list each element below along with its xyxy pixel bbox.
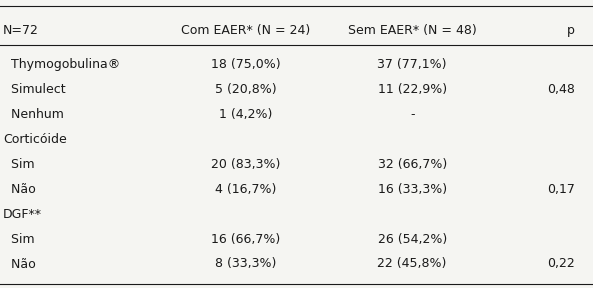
Text: 20 (83,3%): 20 (83,3%) (212, 158, 280, 171)
Text: Sem EAER* (N = 48): Sem EAER* (N = 48) (347, 24, 477, 37)
Text: 16 (33,3%): 16 (33,3%) (378, 183, 447, 196)
Text: 0,48: 0,48 (547, 83, 575, 96)
Text: Com EAER* (N = 24): Com EAER* (N = 24) (181, 24, 311, 37)
Text: 18 (75,0%): 18 (75,0%) (211, 58, 281, 71)
Text: Não: Não (3, 257, 36, 270)
Text: DGF**: DGF** (3, 208, 42, 221)
Text: 0,22: 0,22 (547, 257, 575, 270)
Text: Corticóide: Corticóide (3, 133, 67, 146)
Text: Não: Não (3, 183, 36, 196)
Text: 0,17: 0,17 (547, 183, 575, 196)
Text: 26 (54,2%): 26 (54,2%) (378, 232, 447, 246)
Text: 37 (77,1%): 37 (77,1%) (377, 58, 447, 71)
Text: Simulect: Simulect (3, 83, 66, 96)
Text: Sim: Sim (3, 232, 34, 246)
Text: Thymogobulina®: Thymogobulina® (3, 58, 120, 71)
Text: p: p (568, 24, 575, 37)
Text: 11 (22,9%): 11 (22,9%) (378, 83, 447, 96)
Text: 4 (16,7%): 4 (16,7%) (215, 183, 277, 196)
Text: 5 (20,8%): 5 (20,8%) (215, 83, 277, 96)
Text: N=72: N=72 (3, 24, 39, 37)
Text: Sim: Sim (3, 158, 34, 171)
Text: 32 (66,7%): 32 (66,7%) (378, 158, 447, 171)
Text: 22 (45,8%): 22 (45,8%) (378, 257, 447, 270)
Text: -: - (410, 108, 415, 121)
Text: 16 (66,7%): 16 (66,7%) (212, 232, 280, 246)
Text: Nenhum: Nenhum (3, 108, 64, 121)
Text: 8 (33,3%): 8 (33,3%) (215, 257, 277, 270)
Text: 1 (4,2%): 1 (4,2%) (219, 108, 273, 121)
